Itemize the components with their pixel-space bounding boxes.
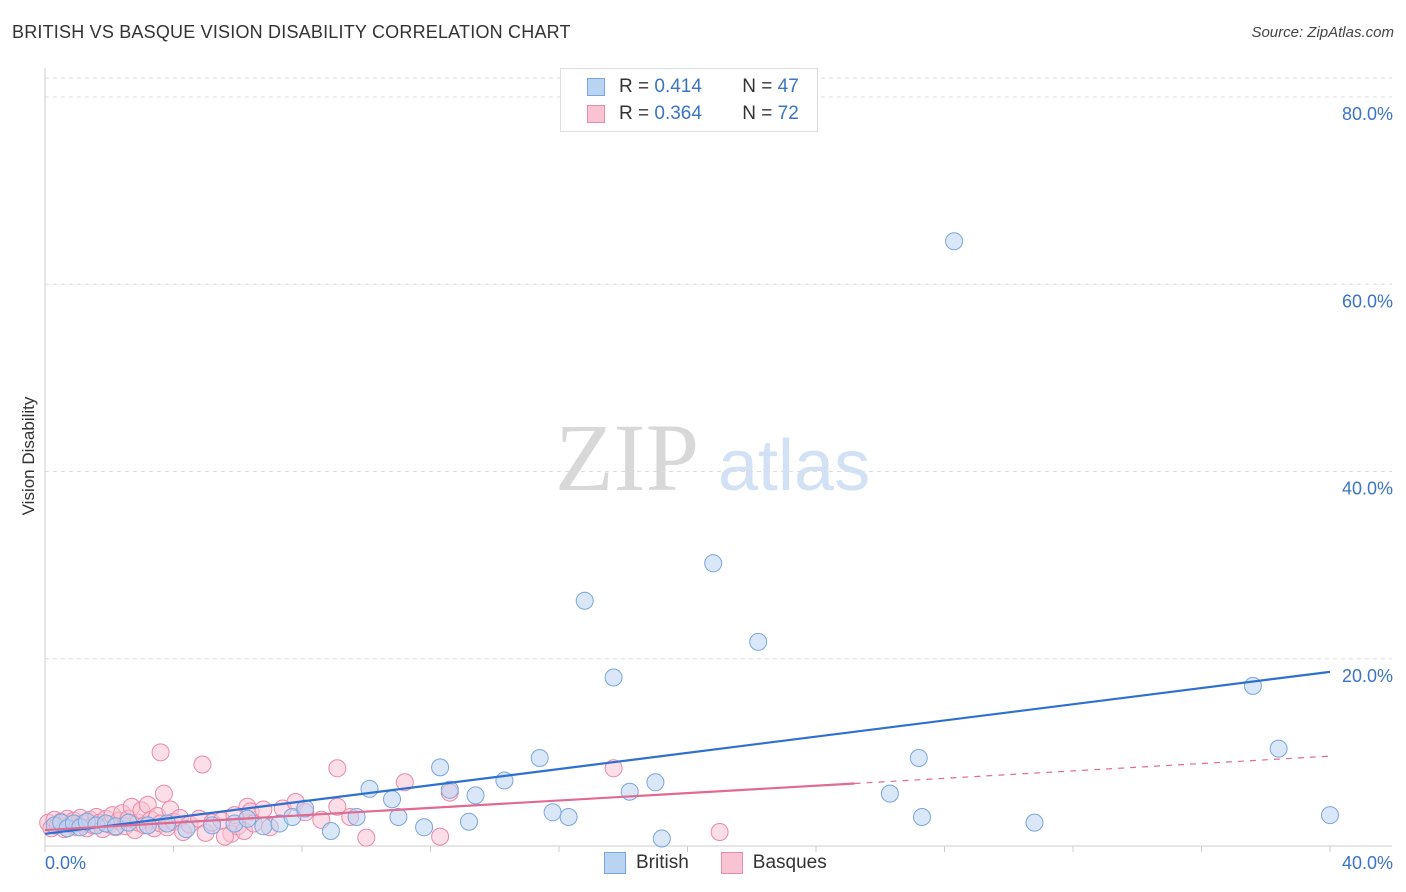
watermark-zip: ZIP <box>555 404 699 511</box>
british-point <box>913 808 931 826</box>
basques-point <box>193 755 212 774</box>
basques-point <box>604 759 623 778</box>
y-axis-label: Vision Disability <box>19 396 38 515</box>
british-trend-line <box>44 670 1331 835</box>
british-legend-label: British <box>636 852 689 873</box>
trend-lines <box>44 670 1331 835</box>
source-label: Source: ZipAtlas.com <box>1251 24 1394 41</box>
series-legend: British Basques <box>604 852 859 874</box>
british-point <box>646 773 665 792</box>
basques-n-label: N = <box>742 103 773 124</box>
british-point <box>415 818 434 837</box>
british-legend-swatch <box>604 852 626 874</box>
british-point <box>559 808 578 826</box>
basques-point <box>710 823 729 841</box>
y-tick-label-40: 40.0% <box>1342 479 1393 499</box>
axes <box>44 68 1392 852</box>
basques-swatch <box>587 105 605 123</box>
legend-item-basques[interactable]: Basques <box>720 852 827 874</box>
basques-trend-extension <box>854 755 1331 785</box>
basques-point <box>395 773 414 792</box>
british-point <box>321 822 340 840</box>
british-point <box>704 554 723 573</box>
british-point <box>909 749 928 767</box>
x-tick-label-min: 0.0% <box>45 853 86 873</box>
basques-point <box>357 828 376 847</box>
british-point <box>1269 739 1288 758</box>
tick-labels: 20.0% 40.0% 60.0% 80.0% 0.0% 40.0% <box>45 104 1393 873</box>
basques-point <box>328 797 347 816</box>
british-point <box>431 758 450 777</box>
stats-legend: R = 0.414 N = 47 R = 0.364 N = 72 <box>560 68 818 132</box>
y-tick-label-80: 80.0% <box>1342 104 1393 124</box>
y-tick-label-60: 60.0% <box>1342 291 1393 311</box>
legend-row-british: R = 0.414 N = 47 <box>587 75 799 99</box>
british-point <box>383 790 401 809</box>
basques-legend-swatch <box>720 852 743 874</box>
basques-point <box>151 743 170 762</box>
watermark-atlas: atlas <box>718 426 870 506</box>
basques-point <box>328 759 347 778</box>
basques-r-value: 0.364 <box>654 103 702 124</box>
data-points <box>39 232 1339 848</box>
british-point <box>360 779 379 798</box>
british-r-label: R = <box>619 76 650 97</box>
british-r-value: 0.414 <box>654 76 702 97</box>
british-point <box>575 591 594 610</box>
british-point <box>1321 806 1339 825</box>
british-point <box>389 808 408 826</box>
british-point <box>749 632 768 651</box>
gridlines <box>45 77 1392 660</box>
chart-title: BRITISH VS BASQUE VISION DISABILITY CORR… <box>12 22 571 42</box>
british-point <box>440 780 459 799</box>
x-tick-label-max: 40.0% <box>1342 853 1393 873</box>
british-point <box>530 749 549 767</box>
british-point <box>652 829 671 848</box>
basques-point <box>215 827 234 846</box>
basques-point <box>431 827 450 846</box>
british-point <box>543 803 562 822</box>
british-point <box>880 784 899 803</box>
british-point <box>604 668 623 687</box>
basques-point <box>254 800 273 819</box>
basques-point <box>154 784 173 803</box>
legend-item-british[interactable]: British <box>604 852 689 874</box>
british-point <box>1025 813 1044 832</box>
legend-row-basques: R = 0.364 N = 72 <box>587 102 799 126</box>
basques-n-value: 72 <box>777 103 799 124</box>
basques-trend-line <box>44 782 855 832</box>
british-point <box>466 786 485 805</box>
british-n-value: 47 <box>777 76 799 97</box>
basques-legend-label: Basques <box>752 852 827 873</box>
british-point <box>945 232 964 251</box>
british-point <box>254 817 273 836</box>
y-tick-label-20: 20.0% <box>1342 666 1393 686</box>
british-point <box>460 812 478 831</box>
british-n-label: N = <box>742 76 773 97</box>
british-point <box>177 820 196 839</box>
basques-r-label: R = <box>619 103 650 124</box>
british-swatch <box>587 78 605 96</box>
